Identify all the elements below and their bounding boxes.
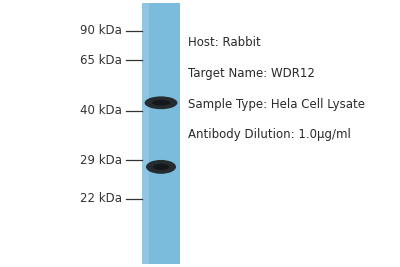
- Ellipse shape: [145, 96, 178, 109]
- Text: 40 kDa: 40 kDa: [80, 104, 122, 117]
- Text: 22 kDa: 22 kDa: [80, 193, 122, 205]
- Text: Target Name: WDR12: Target Name: WDR12: [188, 67, 315, 80]
- Ellipse shape: [146, 160, 176, 174]
- Text: Sample Type: Hela Cell Lysate: Sample Type: Hela Cell Lysate: [188, 98, 365, 111]
- Text: Host: Rabbit: Host: Rabbit: [188, 36, 261, 49]
- Ellipse shape: [153, 164, 169, 170]
- Bar: [142, 3, 180, 264]
- Text: 65 kDa: 65 kDa: [80, 54, 122, 66]
- Bar: [142, 3, 149, 264]
- Text: 29 kDa: 29 kDa: [80, 154, 122, 167]
- Ellipse shape: [152, 100, 170, 106]
- Text: 90 kDa: 90 kDa: [80, 24, 122, 37]
- Text: Antibody Dilution: 1.0µg/ml: Antibody Dilution: 1.0µg/ml: [188, 128, 351, 141]
